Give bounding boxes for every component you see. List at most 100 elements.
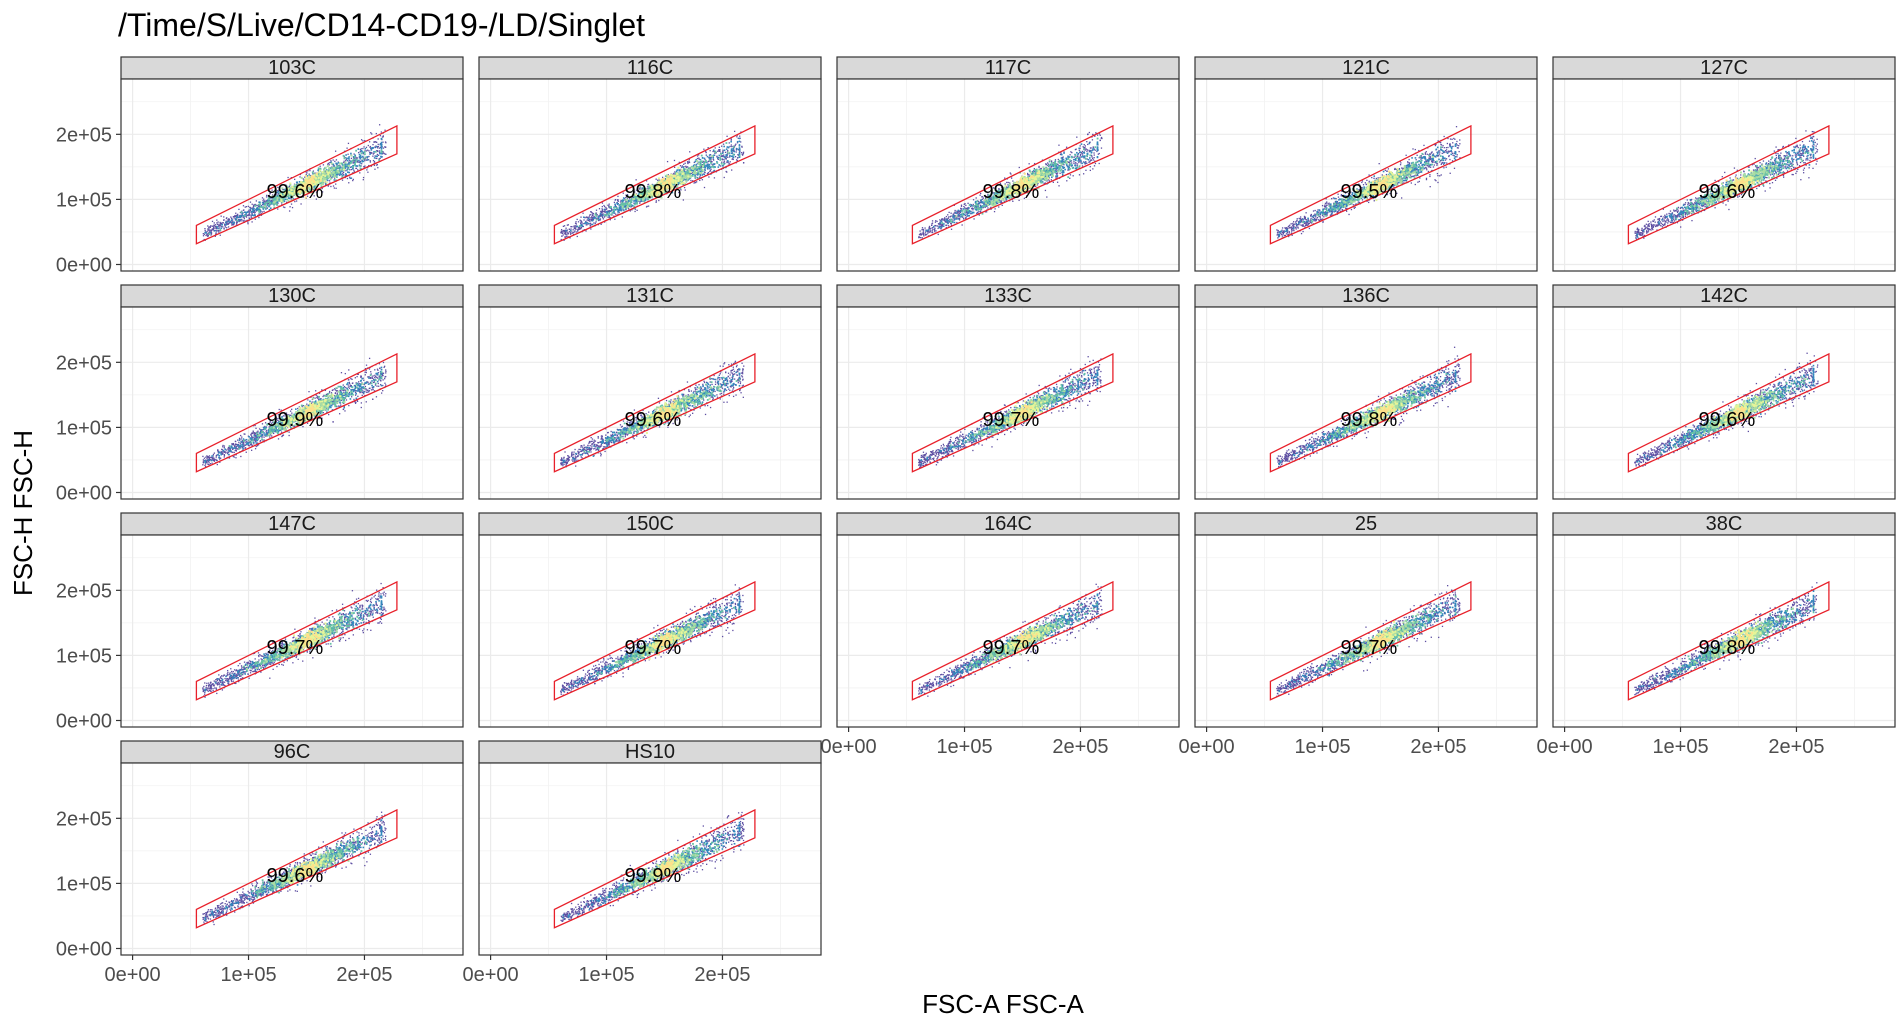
density-point: [218, 224, 220, 227]
density-point: [327, 163, 329, 165]
density-point: [682, 167, 685, 170]
density-point: [591, 219, 594, 222]
density-point: [987, 207, 989, 209]
facet-label: 116C: [627, 57, 673, 79]
density-point: [235, 212, 237, 214]
density-point: [377, 167, 379, 169]
density-point: [924, 231, 927, 233]
density-point: [561, 230, 564, 232]
density-point: [723, 155, 725, 158]
density-point: [947, 225, 950, 227]
density-point: [707, 147, 709, 149]
density-point: [603, 208, 606, 211]
density-point: [310, 190, 313, 193]
density-point: [205, 232, 207, 234]
density-point: [1088, 149, 1090, 152]
density-point: [362, 147, 364, 150]
density-point: [220, 222, 223, 225]
density-point: [319, 182, 322, 185]
density-point: [216, 222, 218, 224]
density-point: [350, 152, 352, 155]
density-point: [214, 227, 216, 229]
density-point: [223, 228, 225, 230]
density-point: [1069, 154, 1071, 156]
density-point: [277, 190, 280, 193]
density-point: [375, 145, 378, 148]
density-point: [372, 159, 375, 162]
density-point: [673, 172, 675, 175]
density-point: [693, 182, 695, 184]
density-point: [349, 177, 351, 179]
density-point: [251, 221, 253, 223]
density-point: [225, 220, 227, 222]
density-point: [359, 167, 362, 170]
density-point: [384, 146, 386, 148]
density-point: [258, 213, 260, 215]
density-point: [1099, 134, 1101, 136]
density-point: [234, 214, 236, 217]
density-point: [979, 194, 981, 196]
density-point: [740, 151, 743, 154]
density-point: [590, 224, 592, 226]
density-point: [945, 224, 947, 226]
density-point: [599, 211, 602, 213]
density-point: [347, 153, 349, 155]
density-point: [721, 161, 723, 163]
density-point: [350, 157, 353, 159]
density-point: [257, 208, 260, 211]
density-point: [217, 229, 220, 232]
density-point: [287, 189, 290, 192]
density-point: [621, 216, 623, 218]
density-point: [1028, 163, 1030, 165]
density-point: [718, 149, 720, 151]
density-point: [221, 223, 223, 226]
density-point: [362, 179, 364, 181]
density-point: [380, 131, 382, 133]
density-point: [261, 201, 264, 204]
chart-title: /Time/S/Live/CD14-CD19-/LD/Singlet: [118, 7, 645, 43]
density-point: [247, 223, 249, 225]
density-point: [286, 198, 289, 201]
density-point: [213, 225, 216, 227]
density-point: [931, 220, 934, 222]
density-point: [570, 228, 572, 230]
density-point: [601, 205, 603, 208]
density-point: [228, 218, 230, 220]
density-point: [360, 156, 362, 159]
density-point: [249, 214, 251, 216]
density-point: [1085, 148, 1088, 150]
density-point: [714, 147, 716, 149]
density-point: [276, 194, 278, 196]
density-point: [718, 146, 721, 148]
facet-panels: 103C99.6%0e+001e+052e+05116C99.8%117C99.…: [56, 56, 1896, 986]
density-point: [699, 158, 702, 161]
density-point: [380, 145, 383, 148]
density-point: [290, 198, 292, 200]
density-point: [211, 220, 214, 223]
density-point: [352, 162, 354, 164]
density-point: [384, 153, 386, 155]
density-point: [202, 233, 204, 235]
density-point: [207, 232, 209, 234]
density-point: [350, 166, 353, 168]
density-point: [564, 231, 567, 233]
density-point: [241, 213, 244, 215]
density-point: [330, 185, 332, 188]
density-point: [284, 198, 287, 201]
density-point: [354, 156, 356, 158]
density-point: [595, 215, 598, 217]
density-point: [921, 229, 923, 231]
density-point: [320, 183, 323, 186]
density-point: [332, 173, 334, 175]
density-point: [312, 170, 315, 172]
density-point: [280, 196, 283, 199]
density-point: [222, 222, 224, 224]
density-point: [693, 170, 696, 173]
density-point: [256, 207, 258, 210]
density-point: [725, 142, 728, 144]
density-point: [730, 152, 733, 155]
density-point: [244, 214, 246, 217]
density-point: [276, 201, 279, 204]
density-point: [274, 199, 277, 202]
density-point: [372, 153, 374, 155]
